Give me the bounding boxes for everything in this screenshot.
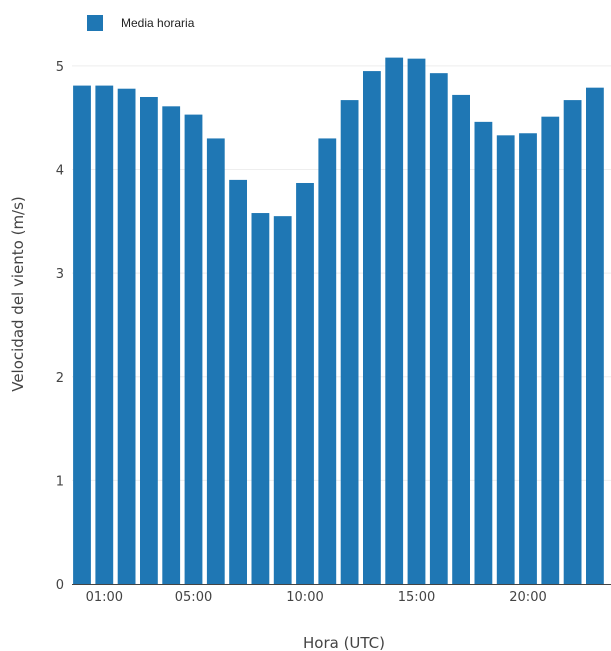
bar-13:00[interactable] xyxy=(363,71,381,585)
bar-16:00[interactable] xyxy=(429,73,448,585)
y-tick-label: 3 xyxy=(56,267,64,282)
y-tick-label: 0 xyxy=(56,578,64,593)
bar-03:00[interactable] xyxy=(140,96,158,584)
bar-10:00[interactable] xyxy=(296,182,314,584)
x-tick-label: 20:00 xyxy=(509,590,546,605)
y-tick-label: 1 xyxy=(56,474,64,489)
y-tick-label: 4 xyxy=(56,164,64,179)
x-tick-label: 10:00 xyxy=(286,590,323,605)
bar-02:00[interactable] xyxy=(117,88,136,584)
bar-05:00[interactable] xyxy=(184,114,203,584)
legend-label: Media horaria xyxy=(121,16,195,30)
bar-20:00[interactable] xyxy=(519,133,537,584)
bar-15:00[interactable] xyxy=(407,58,426,584)
bar-12:00[interactable] xyxy=(340,100,359,584)
bar-18:00[interactable] xyxy=(474,121,493,585)
y-axis: 0 1 2 3 4 5 xyxy=(56,60,64,593)
x-tick-label: 01:00 xyxy=(86,590,123,605)
bar-14:00[interactable] xyxy=(385,57,404,585)
x-axis-title: Hora (UTC) xyxy=(303,634,385,651)
x-axis: 01:00 05:00 10:00 15:00 20:00 xyxy=(72,584,611,605)
bar-06:00[interactable] xyxy=(206,138,225,584)
bar-04:00[interactable] xyxy=(162,106,181,584)
bar-01:00[interactable] xyxy=(95,85,114,585)
legend[interactable]: Media horaria xyxy=(87,15,195,31)
x-tick-label: 05:00 xyxy=(175,590,212,605)
bar-22:00[interactable] xyxy=(563,100,582,584)
bar-00:00[interactable] xyxy=(73,85,91,585)
legend-swatch xyxy=(87,15,103,31)
bar-08:00[interactable] xyxy=(251,213,270,584)
bar-series xyxy=(73,57,604,585)
bar-17:00[interactable] xyxy=(452,94,470,585)
x-tick-label: 15:00 xyxy=(398,590,435,605)
bar-09:00[interactable] xyxy=(273,216,292,584)
y-axis-title: Velocidad del viento (m/s) xyxy=(9,196,27,392)
y-tick-label: 2 xyxy=(56,371,64,386)
y-tick-label: 5 xyxy=(56,60,64,75)
bar-19:00[interactable] xyxy=(496,135,515,584)
bar-11:00[interactable] xyxy=(318,138,337,584)
bar-07:00[interactable] xyxy=(229,179,247,584)
bar-21:00[interactable] xyxy=(541,116,560,584)
bar-23:00[interactable] xyxy=(586,87,604,584)
